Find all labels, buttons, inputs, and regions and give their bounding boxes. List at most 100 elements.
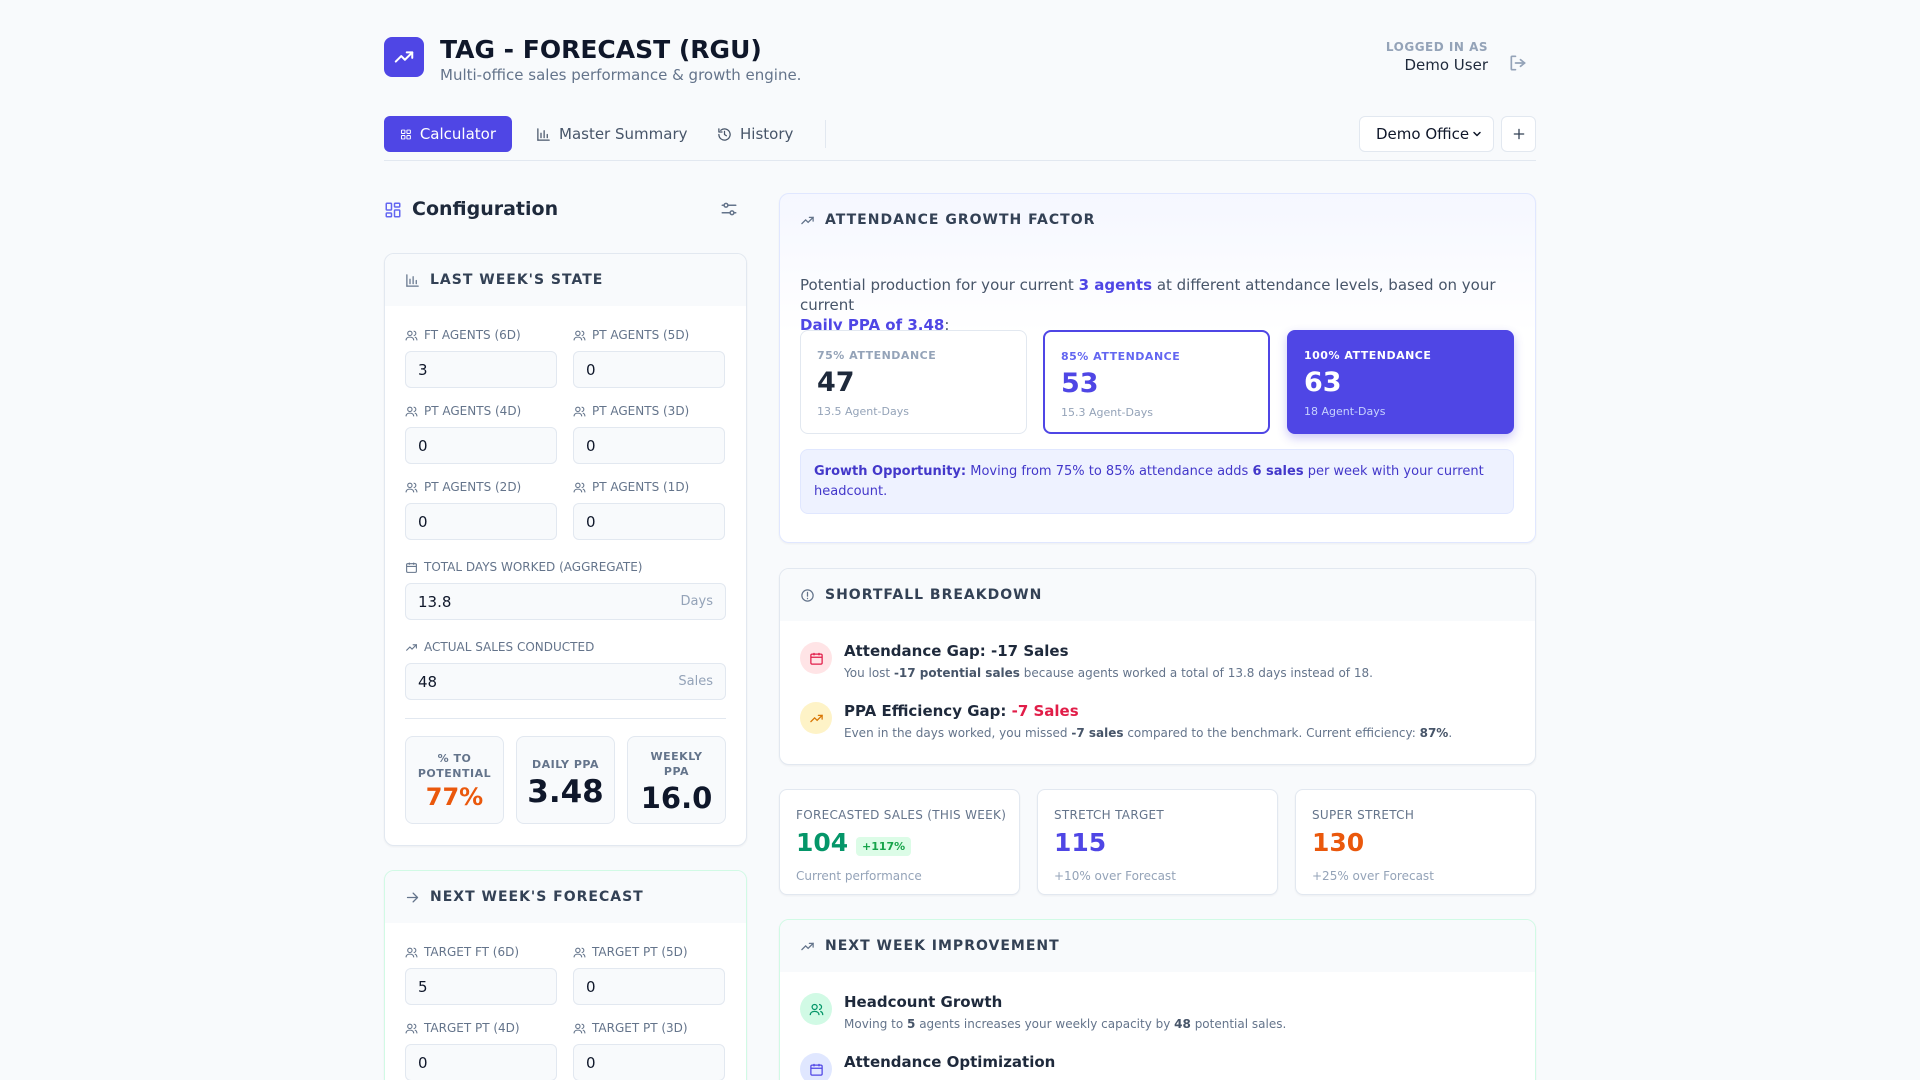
layout-icon <box>384 201 402 219</box>
improvement-title: NEXT WEEK IMPROVEMENT <box>825 938 1060 954</box>
plus-icon <box>1513 128 1524 140</box>
next-week-title: NEXT WEEK'S FORECAST <box>430 889 644 905</box>
target-pt-5d-field: TARGET PT (5D) 0 <box>573 944 725 1005</box>
shortfall-title: SHORTFALL BREAKDOWN <box>825 587 1043 603</box>
daily-ppa-label: DAILY PPA <box>532 758 599 771</box>
metrics-divider <box>405 718 726 719</box>
pt-agents-4d-input[interactable]: 0 <box>405 427 557 464</box>
total-days-input[interactable]: 13.8 Days <box>405 583 726 620</box>
total-days-label: TOTAL DAYS WORKED (AGGREGATE) <box>424 560 643 574</box>
attendance-75-card[interactable]: 75% ATTENDANCE 47 13.5 Agent-Days <box>800 330 1027 434</box>
actual-sales-unit: Sales <box>678 674 713 689</box>
users-icon <box>405 482 418 492</box>
app-logo <box>384 37 424 77</box>
target-pt-5d-input[interactable]: 0 <box>573 968 725 1005</box>
total-days-unit: Days <box>680 594 713 609</box>
attendance-gap-title: Attendance Gap: -17 Sales <box>844 642 1069 660</box>
pt-agents-4d-value: 0 <box>418 436 428 455</box>
app-header: TAG - FORECAST (RGU) Multi-office sales … <box>384 35 1536 95</box>
attendance-100-sub: 18 Agent-Days <box>1304 405 1386 418</box>
pct-to-potential-value: 77% <box>425 783 484 811</box>
tab-history[interactable]: History <box>701 116 809 152</box>
daily-ppa-value: 3.48 <box>527 774 604 810</box>
daily-ppa-metric: DAILY PPA 3.48 <box>516 736 615 824</box>
attendance-100-label: 100% ATTENDANCE <box>1304 349 1432 362</box>
ppa-gap-icon-badge <box>800 702 832 734</box>
target-pt-4d-input[interactable]: 0 <box>405 1044 557 1080</box>
target-pt-3d-value: 0 <box>586 1053 596 1072</box>
ft-agents-6d-input[interactable]: 3 <box>405 351 557 388</box>
headcount-growth-title: Headcount Growth <box>844 993 1003 1011</box>
trending-up-icon <box>406 643 417 651</box>
pt-agents-5d-field: PT AGENTS (5D) 0 <box>573 327 725 388</box>
pt-agents-1d-field: PT AGENTS (1D) 0 <box>573 479 725 540</box>
chevron-down-icon <box>1473 131 1481 137</box>
settings-sliders-button[interactable] <box>720 200 738 218</box>
calendar-icon <box>406 562 417 573</box>
target-pt-4d-label: TARGET PT (4D) <box>424 1021 520 1035</box>
logout-button[interactable] <box>1500 45 1536 81</box>
attendance-100-card[interactable]: 100% ATTENDANCE 63 18 Agent-Days <box>1287 330 1514 434</box>
tab-master-summary[interactable]: Master Summary <box>520 116 703 152</box>
alert-circle-icon <box>801 588 814 602</box>
shortfall-header: SHORTFALL BREAKDOWN <box>780 569 1535 621</box>
add-office-button[interactable] <box>1501 116 1536 152</box>
weekly-ppa-value: 16.0 <box>640 781 713 815</box>
actual-sales-label: ACTUAL SALES CONDUCTED <box>424 640 595 654</box>
arrow-right-icon <box>406 892 419 902</box>
attendance-85-sub: 15.3 Agent-Days <box>1061 406 1153 419</box>
calendar-icon <box>809 1063 823 1076</box>
attendance-gap-icon-badge <box>800 642 832 674</box>
super-stretch-card: SUPER STRETCH 130 +25% over Forecast <box>1295 789 1536 895</box>
attendance-85-label: 85% ATTENDANCE <box>1061 350 1181 363</box>
ppa-gap-title: PPA Efficiency Gap: -7 Sales <box>844 702 1079 720</box>
target-pt-4d-field: TARGET PT (4D) 0 <box>405 1020 557 1080</box>
next-week-improvement-card: NEXT WEEK IMPROVEMENT Headcount Growth M… <box>779 919 1536 1080</box>
users-icon <box>405 1023 418 1033</box>
history-icon <box>718 127 731 141</box>
tab-calculator[interactable]: Calculator <box>384 116 512 152</box>
users-icon <box>809 1003 823 1015</box>
attendance-growth-header: ATTENDANCE GROWTH FACTOR <box>780 194 1535 246</box>
attendance-85-card[interactable]: 85% ATTENDANCE 53 15.3 Agent-Days <box>1043 330 1270 434</box>
target-ft-6d-input[interactable]: 5 <box>405 968 557 1005</box>
tab-master-summary-label: Master Summary <box>559 125 688 143</box>
actual-sales-field: ACTUAL SALES CONDUCTED 48 Sales <box>405 639 726 700</box>
total-days-value: 13.8 <box>418 592 452 611</box>
pct-to-potential-metric: % TO POTENTIAL 77% <box>405 736 504 824</box>
pt-agents-2d-field: PT AGENTS (2D) 0 <box>405 479 557 540</box>
headcount-icon-badge <box>800 993 832 1025</box>
users-icon <box>405 406 418 416</box>
pt-agents-5d-input[interactable]: 0 <box>573 351 725 388</box>
attendance-description: Potential production for your current 3 … <box>800 276 1496 334</box>
bar-chart-icon <box>537 127 550 141</box>
main-nav: Calculator Master Summary History Demo O… <box>384 116 1536 161</box>
target-ft-6d-field: TARGET FT (6D) 5 <box>405 944 557 1005</box>
target-pt-3d-input[interactable]: 0 <box>573 1044 725 1080</box>
ft-agents-6d-field: FT AGENTS (6D) 3 <box>405 327 557 388</box>
ft-agents-6d-label: FT AGENTS (6D) <box>424 328 521 342</box>
users-icon <box>573 406 586 416</box>
office-select-value: Demo Office <box>1376 125 1470 143</box>
pt-agents-2d-input[interactable]: 0 <box>405 503 557 540</box>
next-week-card: NEXT WEEK'S FORECAST TARGET FT (6D) 5 TA… <box>384 870 747 1080</box>
pt-agents-3d-value: 0 <box>586 436 596 455</box>
target-pt-5d-label: TARGET PT (5D) <box>592 945 688 959</box>
stretch-target-value: 115 <box>1054 828 1107 857</box>
actual-sales-input[interactable]: 48 Sales <box>405 663 726 700</box>
grid-icon <box>400 129 411 139</box>
office-select[interactable]: Demo Office <box>1359 116 1494 152</box>
pt-agents-5d-value: 0 <box>586 360 596 379</box>
bar-chart-icon <box>406 273 419 287</box>
pt-agents-1d-input[interactable]: 0 <box>573 503 725 540</box>
users-icon <box>405 330 418 340</box>
attendance-75-sub: 13.5 Agent-Days <box>817 405 909 418</box>
trending-up-icon <box>801 216 814 224</box>
pt-agents-1d-label: PT AGENTS (1D) <box>592 480 690 494</box>
app-subtitle: Multi-office sales performance & growth … <box>440 66 802 84</box>
pt-agents-3d-field: PT AGENTS (3D) 0 <box>573 403 725 464</box>
app-container: TAG - FORECAST (RGU) Multi-office sales … <box>384 0 1536 1080</box>
forecasted-sales-sub: Current performance <box>796 869 922 883</box>
forecasted-sales-badge: +117% <box>856 837 912 856</box>
pt-agents-3d-input[interactable]: 0 <box>573 427 725 464</box>
